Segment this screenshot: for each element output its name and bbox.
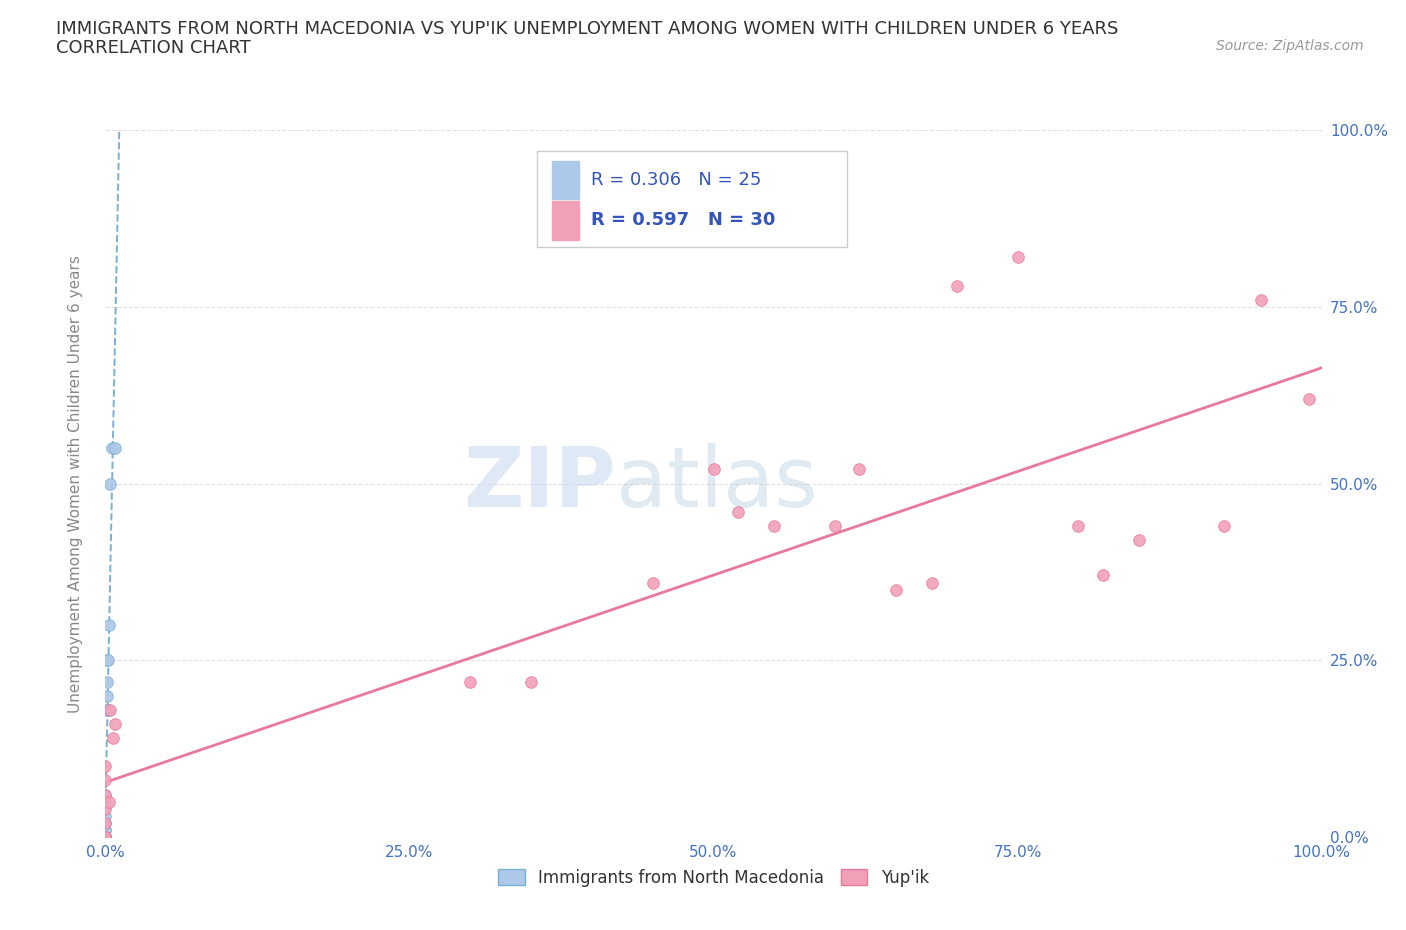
Point bbox=[94, 816, 117, 830]
Point bbox=[94, 830, 117, 844]
Point bbox=[101, 731, 124, 746]
Point bbox=[96, 653, 118, 668]
Text: R = 0.306   N = 25: R = 0.306 N = 25 bbox=[591, 171, 761, 189]
Text: atlas: atlas bbox=[616, 443, 818, 525]
Point bbox=[94, 830, 117, 844]
Bar bbox=[551, 201, 578, 240]
Point bbox=[94, 830, 117, 844]
Point bbox=[100, 441, 122, 456]
Text: R = 0.597   N = 30: R = 0.597 N = 30 bbox=[591, 211, 775, 229]
Point bbox=[94, 830, 117, 844]
Point bbox=[458, 674, 481, 689]
Point bbox=[104, 716, 127, 731]
Point bbox=[94, 830, 117, 844]
Bar bbox=[551, 161, 578, 199]
Point bbox=[97, 653, 120, 668]
Point bbox=[1007, 250, 1029, 265]
Point bbox=[94, 802, 117, 817]
Point bbox=[98, 702, 121, 717]
Point bbox=[104, 441, 127, 456]
Point bbox=[702, 462, 725, 477]
Point bbox=[96, 688, 118, 703]
Point bbox=[97, 702, 120, 717]
Point bbox=[94, 830, 117, 844]
Point bbox=[1067, 519, 1090, 534]
Point bbox=[94, 787, 117, 802]
Point bbox=[94, 773, 117, 788]
Point bbox=[94, 822, 117, 837]
Text: IMMIGRANTS FROM NORTH MACEDONIA VS YUP'IK UNEMPLOYMENT AMONG WOMEN WITH CHILDREN: IMMIGRANTS FROM NORTH MACEDONIA VS YUP'I… bbox=[56, 20, 1119, 38]
Point bbox=[824, 519, 846, 534]
Point bbox=[94, 830, 117, 844]
Point bbox=[1128, 533, 1150, 548]
Point bbox=[98, 618, 121, 632]
Point bbox=[94, 830, 117, 844]
Point bbox=[945, 278, 967, 293]
Point bbox=[1250, 292, 1272, 307]
Point bbox=[641, 575, 664, 590]
Text: CORRELATION CHART: CORRELATION CHART bbox=[56, 39, 252, 57]
Y-axis label: Unemployment Among Women with Children Under 6 years: Unemployment Among Women with Children U… bbox=[69, 255, 83, 712]
Point bbox=[727, 504, 749, 519]
Point bbox=[94, 794, 117, 809]
FancyBboxPatch shape bbox=[537, 152, 848, 246]
Point bbox=[94, 808, 117, 823]
Point bbox=[848, 462, 870, 477]
Point bbox=[94, 816, 117, 830]
Point bbox=[96, 674, 118, 689]
Point bbox=[94, 830, 117, 844]
Point bbox=[884, 582, 907, 597]
Point bbox=[921, 575, 943, 590]
Point bbox=[94, 822, 117, 837]
Point bbox=[763, 519, 786, 534]
Point bbox=[98, 794, 121, 809]
Text: Source: ZipAtlas.com: Source: ZipAtlas.com bbox=[1216, 39, 1364, 53]
Legend: Immigrants from North Macedonia, Yup'ik: Immigrants from North Macedonia, Yup'ik bbox=[492, 862, 935, 894]
Text: ZIP: ZIP bbox=[464, 443, 616, 525]
Point bbox=[94, 830, 117, 844]
Point bbox=[520, 674, 543, 689]
Point bbox=[1298, 392, 1320, 406]
Point bbox=[98, 476, 121, 491]
Point bbox=[1213, 519, 1236, 534]
Point bbox=[94, 787, 117, 802]
Point bbox=[94, 830, 117, 844]
Point bbox=[96, 702, 118, 717]
Point bbox=[94, 830, 117, 844]
Point bbox=[1091, 568, 1114, 583]
Point bbox=[94, 759, 117, 774]
